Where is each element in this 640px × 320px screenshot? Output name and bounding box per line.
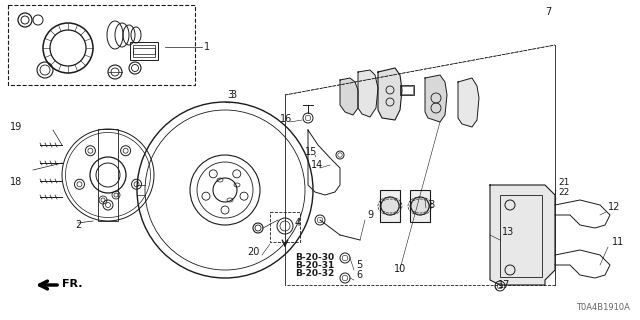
Text: 19: 19 (10, 122, 22, 132)
Text: 7: 7 (545, 7, 551, 17)
Text: 8: 8 (428, 200, 434, 210)
Bar (401, 86, 413, 94)
Text: 16: 16 (280, 114, 292, 124)
Bar (130, 42, 158, 60)
Polygon shape (458, 78, 479, 127)
Circle shape (411, 197, 429, 215)
Polygon shape (425, 75, 447, 122)
Bar (8, 5, 195, 85)
Text: 14: 14 (311, 160, 323, 170)
Text: 11: 11 (612, 237, 624, 247)
Text: 15: 15 (305, 147, 317, 157)
Text: 18: 18 (10, 177, 22, 187)
Polygon shape (340, 78, 358, 115)
Bar (98, 129, 118, 221)
Text: 2: 2 (75, 220, 81, 230)
Text: T0A4B1910A: T0A4B1910A (576, 303, 630, 312)
Text: B-20-32: B-20-32 (295, 269, 334, 278)
Text: 6: 6 (356, 270, 362, 280)
Text: B-20-31: B-20-31 (295, 261, 334, 270)
Text: 9: 9 (367, 210, 373, 220)
Bar (500, 195, 542, 277)
Text: FR.: FR. (62, 279, 83, 289)
Text: 12: 12 (608, 202, 620, 212)
Bar (133, 48, 155, 54)
Text: 21: 21 (558, 178, 570, 187)
Bar (400, 85, 414, 95)
Polygon shape (358, 70, 378, 117)
Text: 13: 13 (502, 227, 515, 237)
Text: 17: 17 (498, 280, 510, 290)
Text: 10: 10 (394, 264, 406, 274)
Bar (380, 190, 400, 222)
Text: 20: 20 (248, 247, 260, 257)
Text: 3: 3 (230, 90, 236, 100)
Polygon shape (378, 68, 402, 120)
Text: 1: 1 (204, 42, 210, 52)
Text: 5: 5 (356, 260, 362, 270)
Bar (270, 212, 300, 242)
Bar (410, 190, 430, 222)
Text: B-20-30: B-20-30 (295, 253, 334, 262)
Polygon shape (490, 185, 555, 285)
Text: 22: 22 (558, 188, 569, 197)
Bar (133, 45, 155, 57)
Text: 3: 3 (227, 90, 233, 100)
Text: 4: 4 (295, 218, 301, 228)
Circle shape (381, 197, 399, 215)
